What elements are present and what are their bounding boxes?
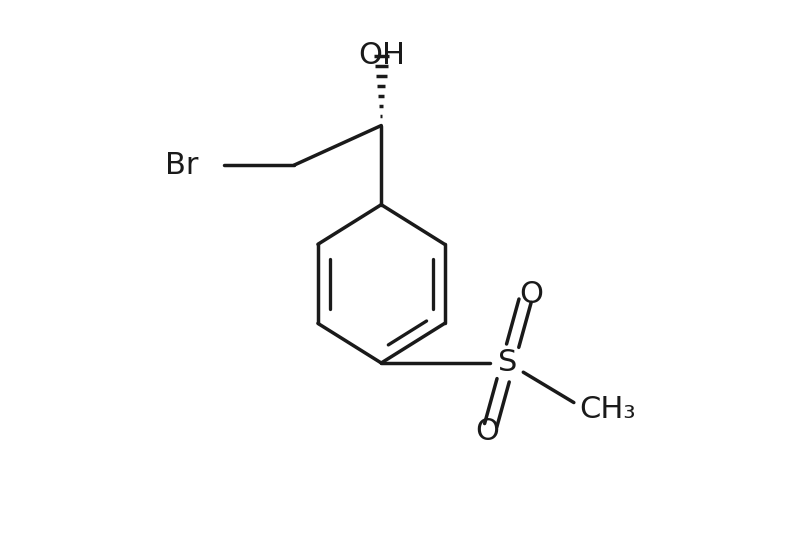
Text: O: O (475, 417, 499, 446)
Text: CH₃: CH₃ (579, 395, 636, 424)
Text: O: O (520, 280, 544, 309)
Text: Br: Br (164, 151, 198, 180)
Text: OH: OH (358, 41, 405, 70)
Text: S: S (498, 348, 518, 377)
